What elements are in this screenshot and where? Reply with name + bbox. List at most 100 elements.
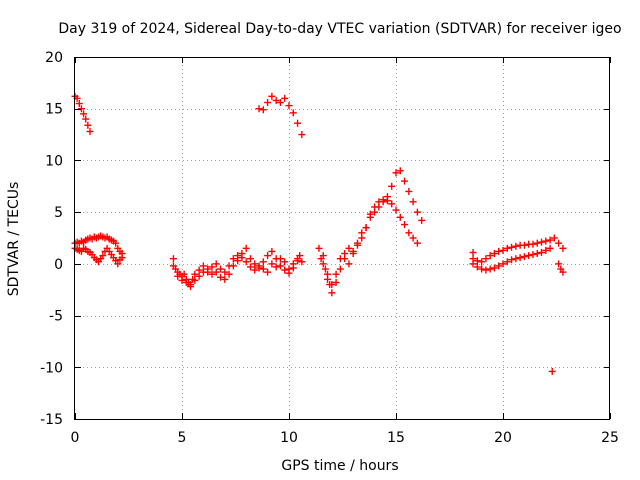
data-point	[413, 208, 421, 216]
series-segment-evening-rise	[315, 167, 426, 297]
data-point	[379, 196, 387, 204]
data-point	[555, 260, 563, 268]
data-point	[486, 265, 494, 273]
data-point	[276, 255, 284, 263]
data-point	[358, 234, 366, 242]
data-point	[289, 264, 297, 272]
data-point	[405, 187, 413, 195]
y-tick-label: -5	[49, 309, 63, 325]
data-point	[77, 105, 85, 113]
grid	[75, 57, 610, 419]
data-point	[512, 242, 520, 250]
data-point	[392, 206, 400, 214]
data-point	[533, 239, 541, 247]
x-tick-label: 20	[494, 430, 512, 446]
data-point	[195, 266, 203, 274]
data-point	[508, 243, 516, 251]
data-point	[542, 237, 550, 245]
data-point	[418, 216, 426, 224]
data-point	[315, 244, 323, 252]
data-point	[542, 246, 550, 254]
data-point	[259, 258, 267, 266]
data-point	[118, 254, 126, 262]
data-point	[204, 265, 212, 273]
data-point	[217, 273, 225, 281]
y-tick-label: -10	[40, 360, 63, 376]
x-tick-label: 0	[71, 430, 80, 446]
data-point	[268, 247, 276, 255]
data-point	[396, 213, 404, 221]
data-point	[336, 265, 344, 273]
data-point	[345, 260, 353, 268]
data-point	[251, 260, 259, 268]
data-point	[238, 254, 246, 262]
data-point	[259, 106, 267, 114]
y-tick-label: 10	[45, 153, 63, 169]
data-point	[272, 263, 280, 271]
data-point	[473, 263, 481, 271]
data-point	[112, 239, 120, 247]
y-tick-label: -15	[40, 412, 63, 428]
data-point	[353, 241, 361, 249]
data-point	[208, 263, 216, 271]
data-point	[388, 182, 396, 190]
data-point	[169, 255, 177, 263]
data-point	[114, 260, 122, 268]
tick-labels: 0 5 10 15 20 25 -15 -10 -5 0 5 10 15 20	[40, 50, 619, 446]
plot-frame	[74, 57, 610, 420]
data-point	[285, 102, 293, 110]
data-point	[272, 96, 280, 104]
data-point	[371, 203, 379, 211]
data-point	[362, 224, 370, 232]
series-segment-early-low	[71, 232, 126, 268]
data-point	[268, 92, 276, 100]
data-point	[281, 94, 289, 102]
data-point	[555, 239, 563, 247]
data-point	[229, 262, 237, 270]
data-point	[298, 258, 306, 266]
data-point	[520, 253, 528, 261]
data-point	[516, 254, 524, 262]
data-point	[180, 270, 188, 278]
data-point	[409, 198, 417, 206]
data-point	[221, 275, 229, 283]
y-tick-label: 20	[45, 50, 63, 66]
data-point	[336, 255, 344, 263]
data-point	[550, 234, 558, 242]
data-point	[529, 251, 537, 259]
data-point	[546, 236, 554, 244]
data-point	[503, 258, 511, 266]
data-point	[75, 100, 83, 108]
x-tick-label: 25	[601, 430, 619, 446]
data-point	[388, 200, 396, 208]
data-point	[281, 258, 289, 266]
data-point	[328, 281, 336, 289]
series-segment-upper-arc	[255, 92, 306, 139]
series-segment-midday	[169, 244, 306, 291]
data-point	[221, 268, 229, 276]
data-point	[520, 241, 528, 249]
data-point	[321, 265, 329, 273]
data-point	[296, 252, 304, 260]
data-point	[533, 250, 541, 258]
data-point	[178, 276, 186, 284]
chart-title: Day 319 of 2024, Sidereal Day-to-day VTE…	[58, 21, 621, 37]
data-point	[345, 244, 353, 252]
data-point	[276, 99, 284, 107]
x-axis-label: GPS time / hours	[281, 458, 398, 474]
data-point	[469, 248, 477, 256]
data-point	[264, 252, 272, 260]
data-point	[401, 177, 409, 185]
data-point	[375, 198, 383, 206]
data-point	[512, 255, 520, 263]
data-point	[413, 239, 421, 247]
data-point	[99, 252, 107, 260]
y-tick-label: 15	[45, 102, 63, 118]
data-point	[242, 244, 250, 252]
data-point	[255, 262, 263, 270]
data-point	[478, 265, 486, 273]
data-point	[298, 131, 306, 139]
y-tick-label: 0	[54, 257, 63, 273]
data-point	[289, 109, 297, 117]
data-point	[208, 270, 216, 278]
